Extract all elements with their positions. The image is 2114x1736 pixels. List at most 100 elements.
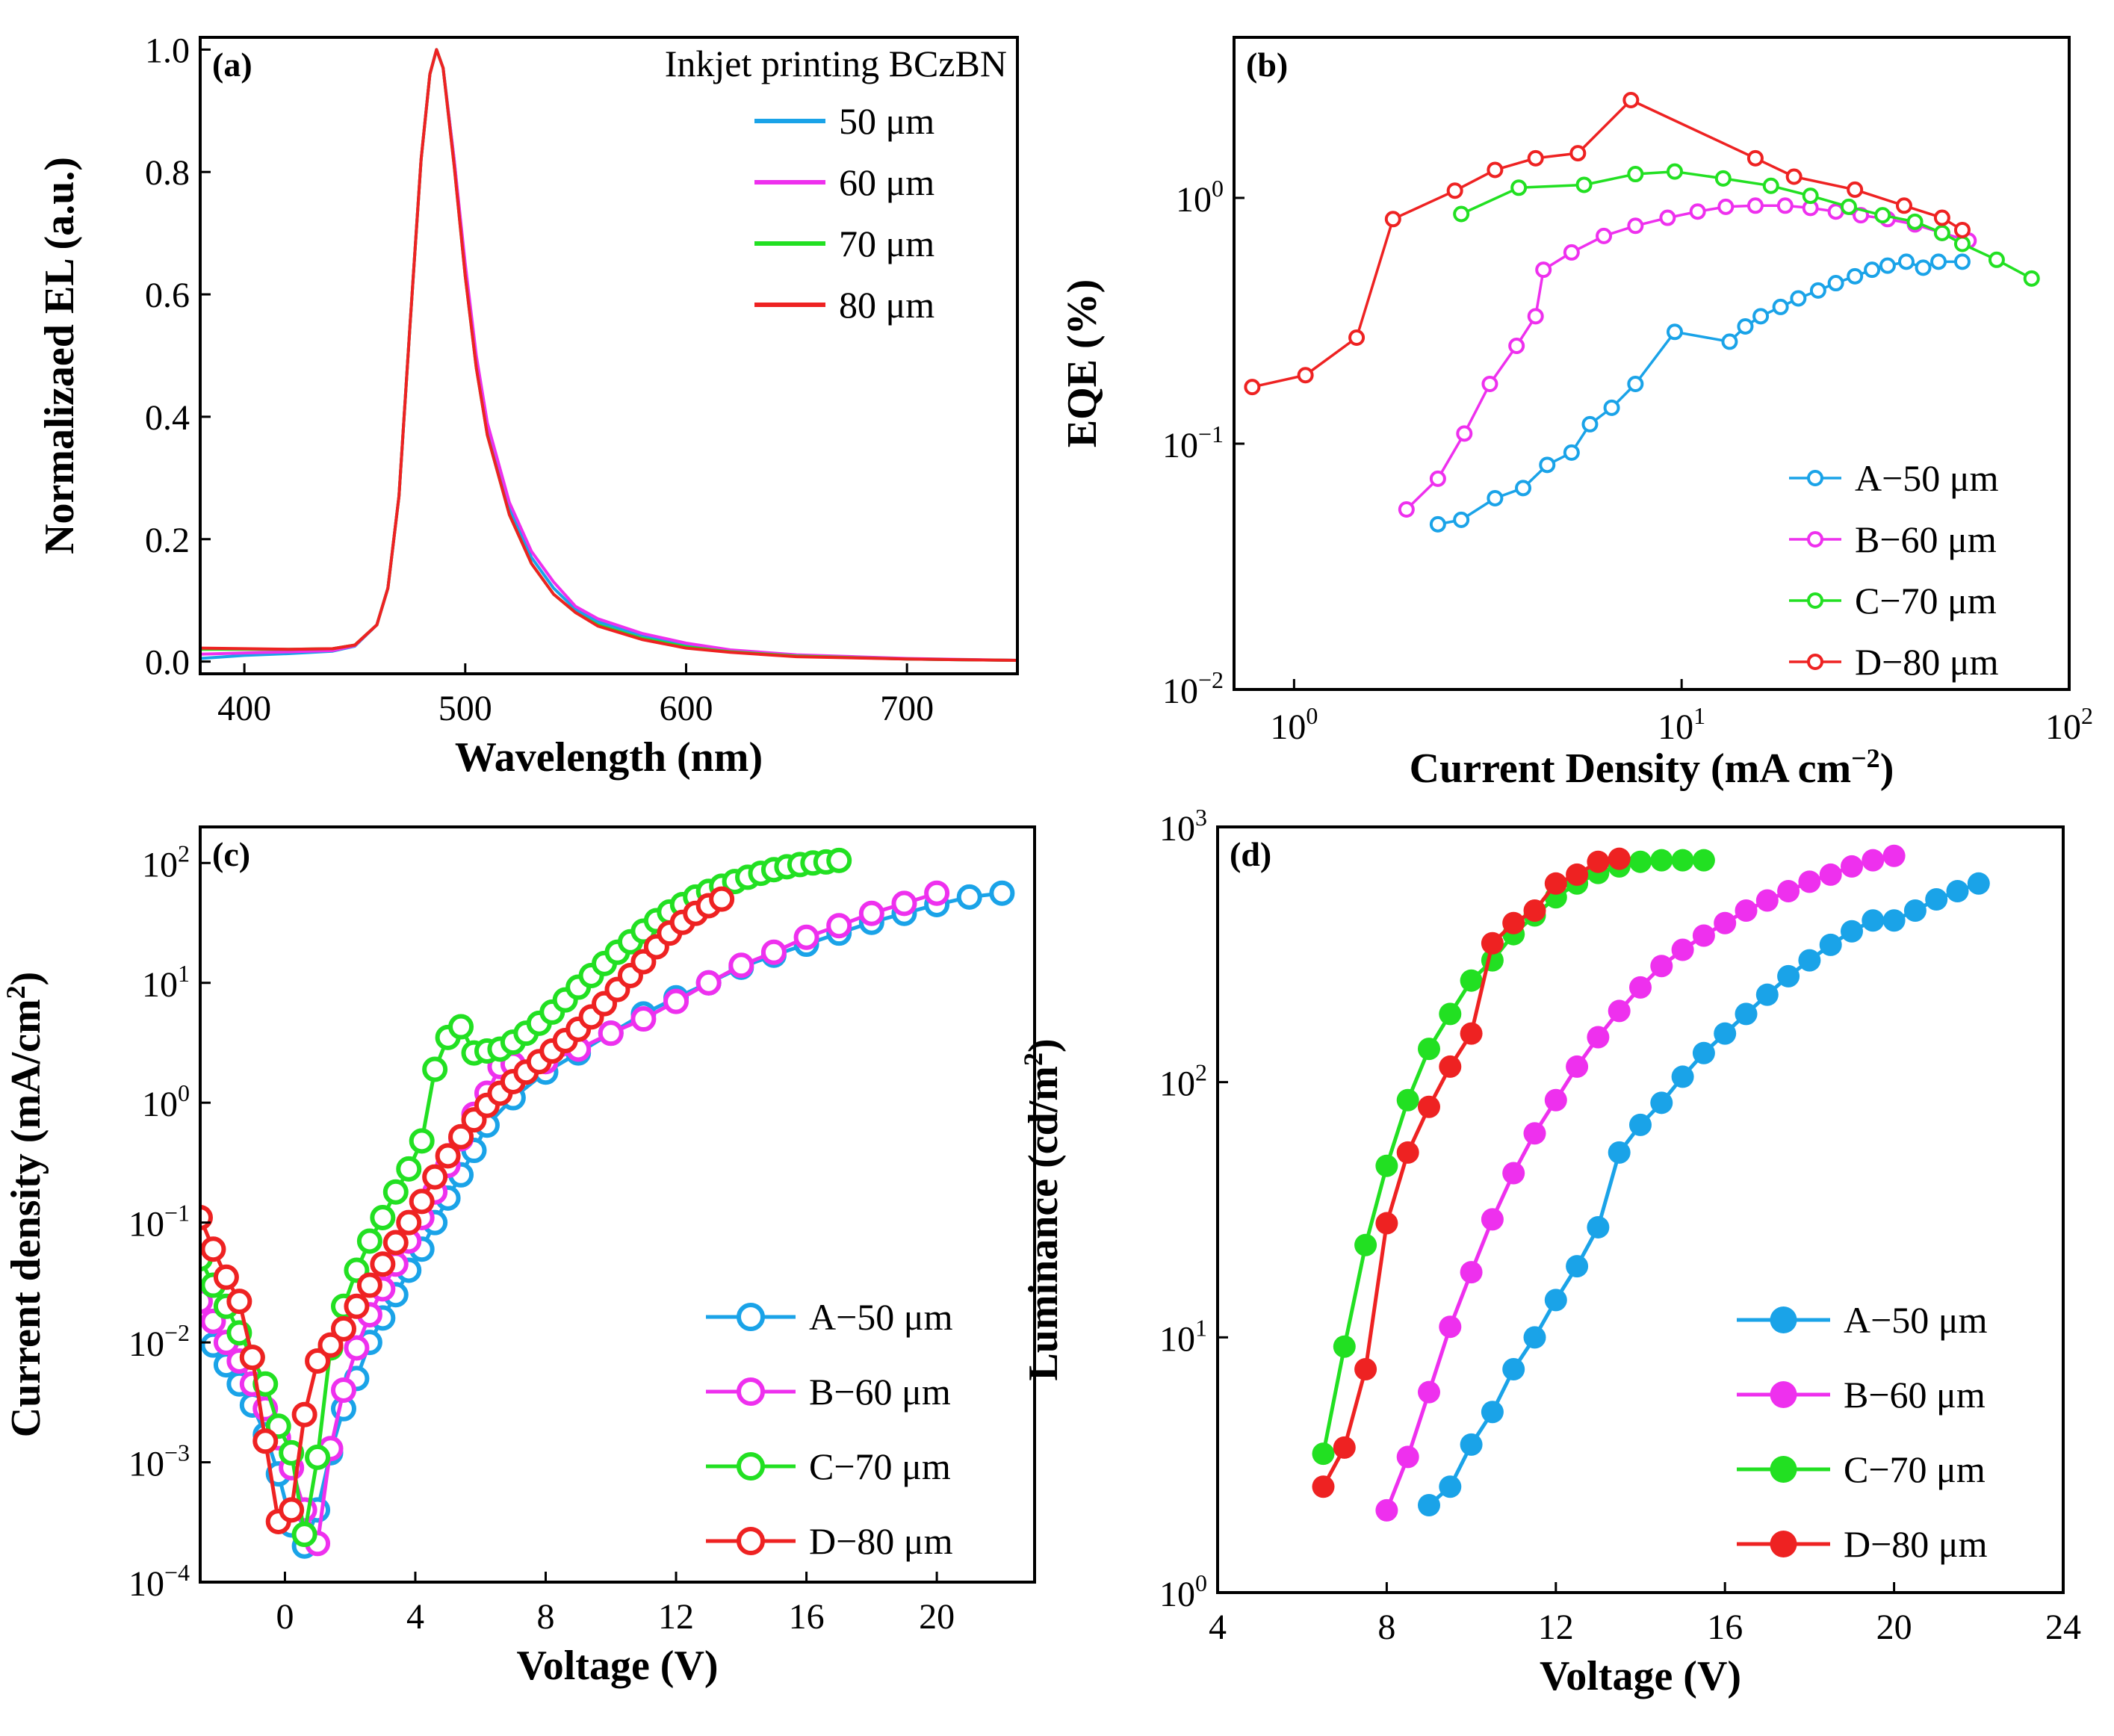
data-point (305, 1348, 331, 1374)
x-tick-label: 16 (1707, 1608, 1743, 1647)
data-point (1819, 933, 1842, 956)
data-point (1418, 1038, 1440, 1061)
legend-marker (1807, 470, 1823, 486)
y-tick-label: 103 (1159, 804, 1207, 849)
data-point (1930, 253, 1947, 270)
data-point (2023, 270, 2040, 287)
data-point (1563, 444, 1580, 461)
x-axis-label: Current Density (mA cm−2) (1410, 743, 1894, 792)
data-point (1566, 1255, 1589, 1278)
data-point (1735, 1002, 1758, 1026)
data-point (1544, 1088, 1567, 1112)
data-point (1439, 1475, 1462, 1498)
data-point (1847, 181, 1864, 198)
data-point (1752, 308, 1770, 325)
x-tick-label: 102 (2045, 702, 2093, 747)
data-point (1523, 1122, 1546, 1145)
legend-label: 70 μm (839, 223, 934, 264)
data-point (356, 1272, 382, 1298)
data-point (1354, 1233, 1377, 1256)
panel-c: 0 4 8 12 16 20 10−4 10−3 10−2 10−1 100 101 102 Voltag… (1, 825, 1036, 1689)
data-point (1772, 298, 1789, 315)
y-tick-label: 10−3 (128, 1439, 190, 1484)
data-point (1460, 1433, 1483, 1456)
data-point (1439, 1002, 1462, 1026)
data-point (1527, 149, 1544, 167)
data-point (1671, 1065, 1694, 1088)
data-point (1692, 849, 1715, 872)
data-point (1396, 1141, 1419, 1164)
x-tick-label: 400 (217, 689, 271, 728)
data-point (252, 1428, 279, 1454)
data-point (422, 1164, 448, 1190)
data-point (1874, 207, 1891, 224)
data-point (1862, 909, 1885, 932)
data-point (1502, 1162, 1525, 1185)
x-tick-label: 16 (789, 1597, 825, 1637)
panel-label: (d) (1230, 835, 1271, 873)
panel-label: (b) (1246, 46, 1288, 84)
data-point (1396, 1445, 1419, 1469)
legend-label: C−70 μm (1844, 1448, 1986, 1490)
data-point (1689, 203, 1706, 220)
data-point (1629, 850, 1652, 873)
data-point (1946, 880, 1969, 903)
data-point (1717, 198, 1735, 215)
legend-label: 60 μm (839, 161, 934, 203)
x-tick-label: 12 (658, 1597, 694, 1637)
data-point (291, 1401, 317, 1427)
data-point (1840, 198, 1857, 215)
plot-area (1312, 844, 1990, 1522)
axes-frame (199, 36, 1019, 675)
y-tick-label: 100 (1176, 175, 1224, 220)
data-point (1659, 209, 1676, 226)
data-point (1721, 333, 1738, 350)
data-point (1487, 489, 1504, 506)
x-tick-label: 20 (1876, 1608, 1912, 1647)
y-tick-label: 0.8 (145, 153, 190, 193)
data-point (1375, 1498, 1398, 1522)
data-point (1882, 909, 1906, 932)
data-point (663, 988, 689, 1014)
data-point (1746, 197, 1764, 214)
legend-marker (737, 1452, 765, 1481)
data-point (1566, 1055, 1589, 1078)
data-point (1755, 983, 1779, 1006)
data-point (1746, 149, 1764, 167)
data-point (1481, 375, 1498, 392)
data-point (1312, 1442, 1335, 1466)
data-point (1312, 1475, 1335, 1498)
data-point (435, 1143, 461, 1169)
data-point (891, 890, 917, 917)
plot-area (200, 48, 1017, 662)
y-tick-label: 100 (1159, 1569, 1207, 1614)
data-point (1777, 880, 1800, 903)
legend-marker (1807, 592, 1823, 609)
legend: A−50 μm B−60 μm C−70 μm D−80 μm (1737, 1299, 1988, 1565)
y-tick-label: 10−1 (128, 1200, 190, 1244)
data-point (1692, 1041, 1715, 1064)
data-point (1827, 203, 1844, 220)
data-point (1587, 1215, 1610, 1239)
data-point (793, 924, 819, 950)
data-point (630, 1006, 657, 1032)
data-point (1714, 170, 1732, 187)
data-point (1762, 177, 1779, 194)
data-point (1671, 938, 1694, 961)
data-point (1429, 470, 1446, 487)
data-point (1384, 211, 1401, 228)
data-point (279, 1497, 305, 1523)
y-tick-label: 10−4 (128, 1559, 190, 1604)
data-point (396, 1156, 422, 1182)
legend: A−50 μm B−60 μm C−70 μm D−80 μm (706, 1296, 953, 1562)
data-point (1569, 145, 1587, 162)
data-point (1566, 863, 1589, 886)
data-point (1544, 872, 1567, 895)
plot-area (1244, 91, 2040, 533)
data-point (382, 1230, 409, 1256)
panel-d: 4 8 12 16 20 24 100 101 102 103 Voltage (V) Luminan… (1018, 804, 2081, 1699)
data-point (1396, 1088, 1419, 1112)
data-point (448, 1123, 474, 1150)
data-point (1864, 261, 1881, 279)
data-point (989, 880, 1015, 906)
